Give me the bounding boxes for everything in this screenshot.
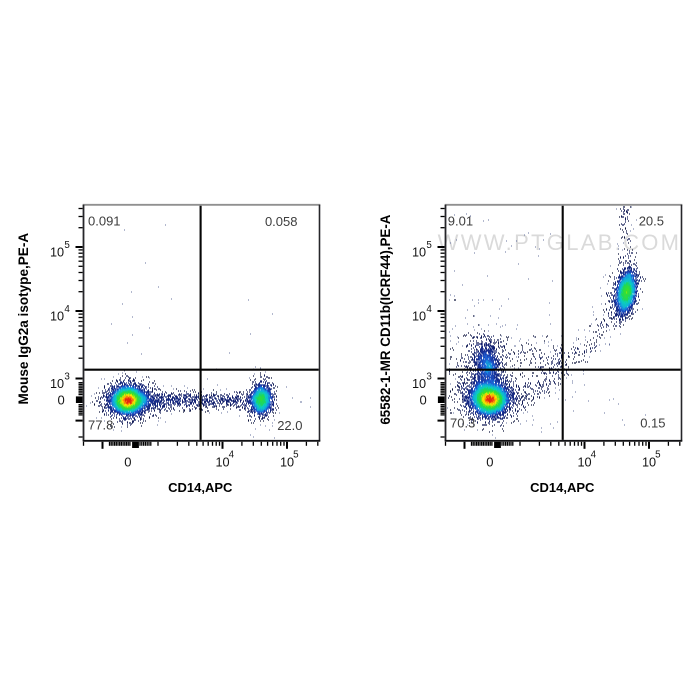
svg-text:Mouse IgG2a isotype,PE-A: Mouse IgG2a isotype,PE-A <box>16 233 31 405</box>
svg-text:0.091: 0.091 <box>88 214 121 229</box>
svg-text:WWW.PTGLAB.COM: WWW.PTGLAB.COM <box>438 230 682 255</box>
svg-text:10: 10 <box>577 456 591 470</box>
svg-text:10: 10 <box>412 246 426 260</box>
svg-text:0.15: 0.15 <box>640 416 665 431</box>
svg-text:65582-1-MR CD11b(ICRF44),PE-A: 65582-1-MR CD11b(ICRF44),PE-A <box>378 214 393 424</box>
svg-text:CD14,APC: CD14,APC <box>168 480 233 495</box>
svg-text:22.0: 22.0 <box>277 418 302 433</box>
svg-text:3: 3 <box>64 371 70 382</box>
svg-text:10: 10 <box>412 377 426 391</box>
svg-text:0: 0 <box>124 454 131 469</box>
svg-text:4: 4 <box>64 304 70 315</box>
svg-text:4: 4 <box>229 449 235 460</box>
svg-text:10: 10 <box>280 456 294 470</box>
svg-text:70.3: 70.3 <box>450 416 475 431</box>
svg-text:0.058: 0.058 <box>265 214 298 229</box>
svg-text:5: 5 <box>426 240 432 251</box>
svg-text:10: 10 <box>50 246 64 260</box>
svg-text:10: 10 <box>215 456 229 470</box>
svg-text:20.5: 20.5 <box>639 214 664 229</box>
svg-text:10: 10 <box>412 310 426 324</box>
svg-text:CD14,APC: CD14,APC <box>530 480 595 495</box>
svg-text:5: 5 <box>64 240 70 251</box>
svg-text:4: 4 <box>591 449 597 460</box>
svg-text:77.8: 77.8 <box>88 418 113 433</box>
svg-text:0: 0 <box>419 392 426 407</box>
svg-text:5: 5 <box>293 449 299 460</box>
svg-text:10: 10 <box>642 456 656 470</box>
svg-text:10: 10 <box>50 377 64 391</box>
svg-text:0: 0 <box>486 454 493 469</box>
svg-text:3: 3 <box>426 371 432 382</box>
svg-text:5: 5 <box>655 449 661 460</box>
svg-text:9.01: 9.01 <box>448 214 473 229</box>
svg-text:4: 4 <box>426 304 432 315</box>
svg-text:0: 0 <box>57 392 64 407</box>
svg-text:10: 10 <box>50 310 64 324</box>
